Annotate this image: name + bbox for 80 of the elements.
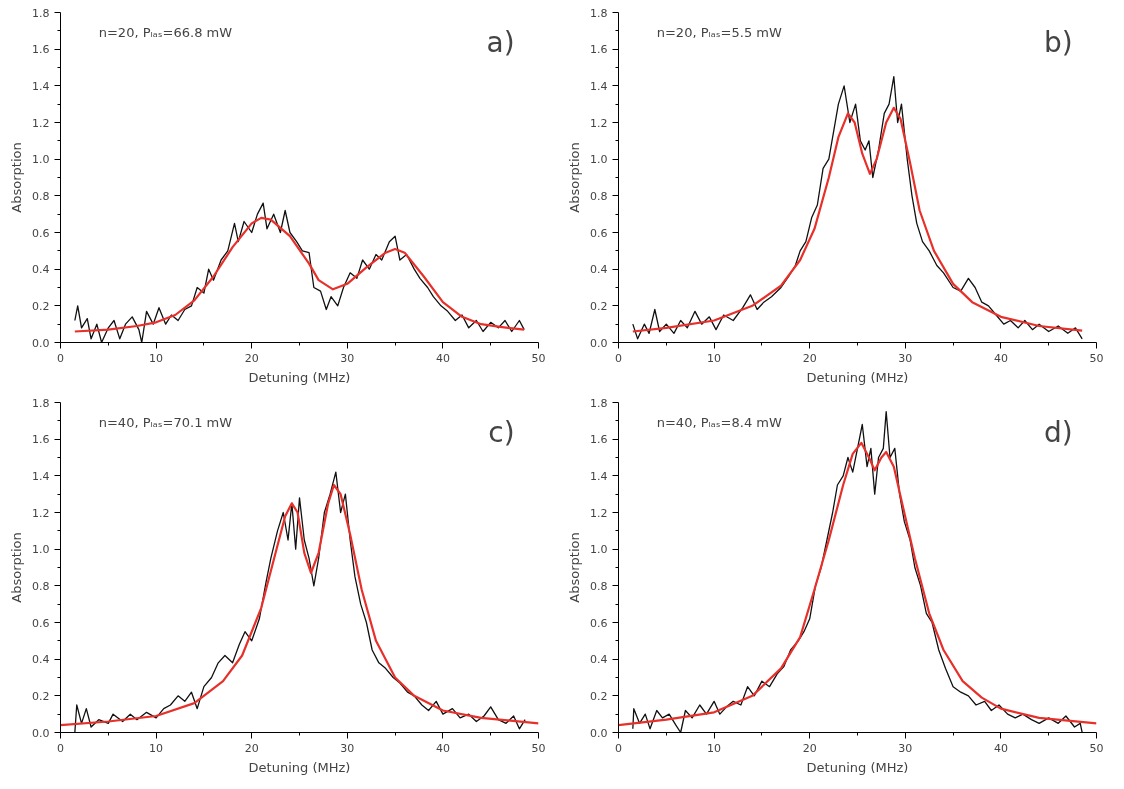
y-tick-label: 1.8 [590,6,608,20]
x-tick-label: 10 [149,741,164,755]
x-tick-label: 40 [993,741,1008,755]
y-tick-label: 0.6 [32,616,50,630]
y-axis-title: Absorption [9,142,25,213]
x-tick-label: 30 [340,741,355,755]
x-tick-label: 40 [993,351,1008,365]
y-tick-label: 0.8 [590,189,608,203]
annotation: b) [1043,25,1073,59]
x-tick-label: 10 [707,351,722,365]
y-tick-label: 0.4 [32,263,50,277]
y-axis-title: Absorption [567,532,583,603]
y-tick-label: 1.8 [590,396,608,410]
x-tick-label: 20 [244,351,259,365]
y-tick-label: 1.0 [32,153,50,167]
y-tick-label: 0.8 [590,579,608,593]
y-tick-label: 0.6 [590,616,608,630]
y-tick-label: 0.6 [32,226,50,240]
y-tick-label: 0.4 [590,653,608,667]
y-tick-label: 0.4 [590,263,608,277]
y-tick-label: 1.4 [590,469,608,483]
y-tick-label: 1.4 [32,469,50,483]
y-tick-label: 0.2 [32,299,50,313]
x-tick-label: 20 [802,741,817,755]
x-tick-label: 0 [57,741,64,755]
x-tick-label: 50 [1089,351,1104,365]
y-tick-label: 1.2 [32,506,50,520]
x-tick-label: 30 [898,741,913,755]
x-tick-label: 10 [149,351,164,365]
x-axis-title: Detuning (MHz) [248,759,351,775]
y-tick-label: 1.6 [32,43,50,57]
x-tick-label: 50 [531,741,546,755]
y-tick-label: 0.0 [32,726,50,740]
annotation: a) [486,25,515,59]
y-tick-label: 1.4 [590,79,608,93]
x-tick-label: 40 [435,741,450,755]
y-tick-label: 0.2 [590,299,608,313]
y-tick-label: 1.6 [590,433,608,447]
y-tick-label: 0.0 [590,726,608,740]
y-tick-label: 0.2 [590,689,608,703]
x-tick-label: 10 [707,741,722,755]
annotation: n=20, Pₗₐₛ=5.5 mW [656,24,782,40]
y-tick-label: 0.0 [32,336,50,350]
y-tick-label: 1.0 [590,153,608,167]
y-tick-label: 1.0 [590,543,608,557]
x-tick-label: 0 [615,351,622,365]
x-tick-label: 30 [898,351,913,365]
y-tick-label: 1.8 [32,6,50,20]
y-axis-title: Absorption [9,532,25,603]
y-tick-label: 0.8 [32,189,50,203]
annotation: d) [1043,415,1073,449]
y-tick-label: 1.6 [32,433,50,447]
y-tick-label: 1.2 [590,116,608,130]
x-tick-label: 40 [435,351,450,365]
annotation: n=40, Pₗₐₛ=70.1 mW [98,414,233,430]
y-tick-label: 1.0 [32,543,50,557]
y-tick-label: 0.0 [590,336,608,350]
x-tick-label: 50 [531,351,546,365]
y-tick-label: 1.2 [32,116,50,130]
annotation: n=40, Pₗₐₛ=8.4 mW [656,414,782,430]
x-tick-label: 20 [802,351,817,365]
y-tick-label: 0.2 [32,689,50,703]
y-tick-label: 0.8 [32,579,50,593]
y-tick-label: 1.6 [590,43,608,57]
y-tick-label: 1.2 [590,506,608,520]
x-tick-label: 0 [57,351,64,365]
x-tick-label: 20 [244,741,259,755]
x-axis-title: Detuning (MHz) [248,369,351,385]
y-axis-title: Absorption [567,142,583,213]
y-tick-label: 0.4 [32,653,50,667]
y-tick-label: 1.8 [32,396,50,410]
annotation: n=20, Pₗₐₛ=66.8 mW [98,24,233,40]
x-axis-title: Detuning (MHz) [806,369,909,385]
x-axis-title: Detuning (MHz) [806,759,909,775]
x-tick-label: 30 [340,351,355,365]
x-tick-label: 50 [1089,741,1104,755]
x-tick-label: 0 [615,741,622,755]
y-tick-label: 0.6 [590,226,608,240]
y-tick-label: 1.4 [32,79,50,93]
annotation: c) [488,415,515,449]
